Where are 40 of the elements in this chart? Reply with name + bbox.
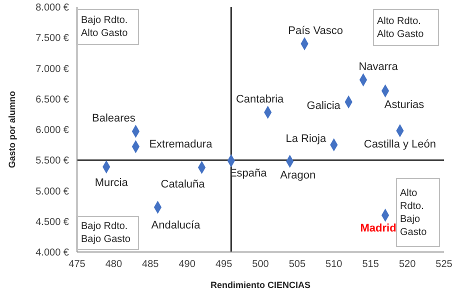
y-tick-label: 4.000 € <box>36 248 70 259</box>
y-tick-label: 6.500 € <box>36 94 70 106</box>
annotation: Castilla y León <box>364 138 436 151</box>
x-axis-title: Rendimiento CIENCIAS <box>210 280 311 290</box>
annotation: Galicia <box>306 100 342 112</box>
x-tick-label: 495 <box>215 259 233 270</box>
x-tick-label: 525 <box>436 259 453 270</box>
y-tick-label: 5.000 € <box>36 186 70 198</box>
x-tick-label: 475 <box>68 259 86 270</box>
y-tick-label: 6.000 € <box>36 125 70 136</box>
annotation: Cataluña <box>160 178 206 190</box>
y-tick-label: 7.500 € <box>36 33 70 44</box>
x-tick-label: 490 <box>178 259 196 270</box>
x-tick-label: 500 <box>252 259 270 270</box>
y-tick-label: 8.000 € <box>36 2 70 14</box>
x-tick-label: 485 <box>142 259 160 270</box>
annotation: La Rioja <box>286 132 327 145</box>
annotation: Alto Rdto. Bajo Gasto <box>396 178 440 247</box>
annotation: Murcia <box>94 176 129 189</box>
annotation: Alto Rdto. Alto Gasto <box>373 9 439 46</box>
annotation: Andalucía <box>151 219 202 232</box>
annotation: Extremadura <box>149 138 214 151</box>
x-tick-label: 510 <box>326 259 343 270</box>
annotation: Cantabria <box>236 93 285 106</box>
x-tick-label: 520 <box>398 259 416 270</box>
y-tick-label: 7.000 € <box>36 64 70 75</box>
annotation: Madrid <box>360 222 396 234</box>
x-tick-label: 515 <box>362 259 380 270</box>
y-tick-label: 5.500 € <box>36 156 70 167</box>
annotation: Baleares <box>92 112 136 124</box>
y-axis-title: Gasto por alumno <box>7 90 18 168</box>
annotation: Aragon <box>280 169 316 182</box>
annotation: Bajo Rdto. Bajo Gasto <box>77 216 139 250</box>
annotation: Asturias <box>384 98 425 111</box>
x-tick-label: 480 <box>105 259 122 270</box>
annotation: País Vasco <box>288 24 343 37</box>
annotation: Navarra <box>358 60 399 73</box>
y-tick-label: 4.500 € <box>36 216 70 228</box>
annotation: Bajo Rdto. Alto Gasto <box>77 9 139 45</box>
x-tick-label: 505 <box>288 259 306 270</box>
